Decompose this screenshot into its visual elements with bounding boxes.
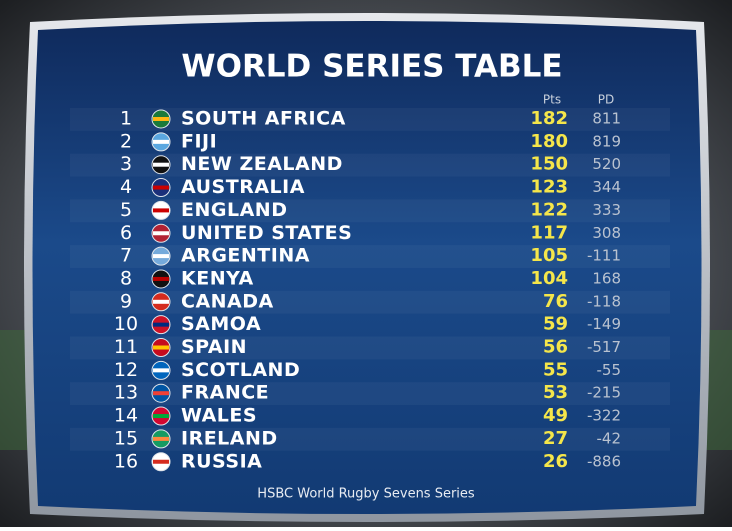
flag-accent bbox=[153, 254, 169, 259]
row-stripe bbox=[70, 199, 670, 223]
point-difference: -149 bbox=[587, 315, 621, 333]
points: 117 bbox=[530, 222, 568, 243]
team-name: ENGLAND bbox=[181, 199, 287, 221]
rank: 13 bbox=[114, 382, 138, 404]
header-pd: PD bbox=[598, 93, 614, 107]
row-stripe bbox=[70, 336, 670, 360]
footer: HSBC World Rugby Sevens Series bbox=[257, 487, 475, 502]
flag-accent bbox=[153, 368, 169, 373]
team-name: CANADA bbox=[181, 290, 274, 312]
rank: 1 bbox=[120, 108, 132, 130]
rank: 10 bbox=[114, 313, 138, 335]
flag-accent bbox=[153, 231, 169, 236]
rank: 12 bbox=[114, 359, 138, 381]
point-difference: 520 bbox=[592, 155, 621, 173]
points: 26 bbox=[543, 451, 568, 472]
team-name: SOUTH AFRICA bbox=[181, 108, 346, 130]
flag-accent bbox=[153, 459, 169, 464]
flag-accent bbox=[153, 185, 169, 190]
rank: 2 bbox=[120, 130, 132, 152]
point-difference: -111 bbox=[587, 247, 621, 265]
team-name: SAMOA bbox=[181, 313, 261, 335]
row-stripe bbox=[70, 290, 670, 314]
team-name: WALES bbox=[181, 405, 257, 427]
row-stripe bbox=[70, 245, 670, 268]
point-difference: -118 bbox=[587, 292, 621, 310]
points: 104 bbox=[530, 268, 568, 289]
rank: 5 bbox=[120, 199, 132, 221]
rank: 3 bbox=[120, 153, 132, 175]
point-difference: 308 bbox=[592, 224, 621, 242]
row-stripe bbox=[70, 382, 670, 406]
rank: 9 bbox=[120, 290, 132, 312]
flag-accent bbox=[153, 208, 169, 213]
team-name: IRELAND bbox=[181, 427, 278, 449]
flag-accent bbox=[153, 345, 169, 350]
rank: 7 bbox=[120, 245, 132, 267]
flag-accent bbox=[153, 117, 169, 121]
team-name: SCOTLAND bbox=[181, 359, 300, 381]
points: 53 bbox=[543, 382, 568, 403]
title: WORLD SERIES TABLE bbox=[181, 49, 562, 85]
rank: 14 bbox=[114, 405, 138, 427]
rank: 16 bbox=[114, 450, 138, 472]
points: 56 bbox=[543, 337, 568, 358]
rank: 8 bbox=[120, 267, 132, 289]
team-name: KENYA bbox=[181, 267, 254, 289]
points: 122 bbox=[530, 199, 568, 220]
panel bbox=[32, 21, 702, 514]
flag-accent bbox=[153, 391, 169, 396]
point-difference: 811 bbox=[592, 110, 621, 128]
rank: 11 bbox=[114, 336, 138, 358]
team-name: SPAIN bbox=[181, 336, 247, 358]
point-difference: -886 bbox=[587, 452, 621, 470]
points: 27 bbox=[543, 428, 568, 449]
point-difference: -42 bbox=[597, 429, 622, 447]
flag-accent bbox=[153, 299, 169, 304]
flag-accent bbox=[153, 322, 169, 327]
flag-accent bbox=[153, 414, 169, 419]
points: 180 bbox=[530, 131, 568, 152]
points: 59 bbox=[543, 314, 568, 335]
flag-accent bbox=[153, 276, 169, 281]
team-name: UNITED STATES bbox=[181, 222, 352, 244]
points: 182 bbox=[530, 108, 568, 129]
point-difference: 344 bbox=[592, 178, 621, 196]
row-stripes bbox=[70, 108, 670, 451]
points: 49 bbox=[543, 405, 568, 426]
flag-accent bbox=[153, 139, 169, 144]
points: 150 bbox=[530, 154, 568, 175]
rank: 15 bbox=[114, 427, 138, 449]
team-name: AUSTRALIA bbox=[181, 176, 305, 198]
team-name: RUSSIA bbox=[181, 450, 262, 472]
flag-accent bbox=[153, 162, 169, 167]
row-stripe bbox=[70, 108, 670, 131]
rank: 6 bbox=[120, 222, 132, 244]
team-name: FRANCE bbox=[181, 382, 269, 404]
points: 105 bbox=[530, 245, 568, 266]
point-difference: -517 bbox=[587, 338, 621, 356]
team-name: ARGENTINA bbox=[181, 245, 310, 267]
points: 123 bbox=[530, 177, 568, 198]
point-difference: -215 bbox=[587, 384, 621, 402]
header-pts: Pts bbox=[543, 93, 561, 107]
row-stripe bbox=[70, 153, 670, 177]
points: 76 bbox=[543, 291, 568, 312]
row-stripe bbox=[70, 427, 670, 451]
point-difference: 333 bbox=[592, 201, 621, 219]
point-difference: 168 bbox=[592, 269, 621, 287]
point-difference: -322 bbox=[587, 407, 621, 425]
point-difference: 819 bbox=[592, 132, 621, 150]
points: 55 bbox=[543, 359, 568, 380]
flag-accent bbox=[153, 436, 169, 441]
team-name: NEW ZEALAND bbox=[181, 153, 343, 175]
team-name: FIJI bbox=[181, 130, 217, 152]
rank: 4 bbox=[120, 176, 132, 198]
point-difference: -55 bbox=[597, 361, 622, 379]
